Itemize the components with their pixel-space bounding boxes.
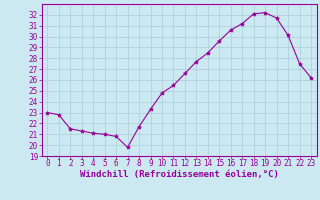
X-axis label: Windchill (Refroidissement éolien,°C): Windchill (Refroidissement éolien,°C) (80, 170, 279, 179)
